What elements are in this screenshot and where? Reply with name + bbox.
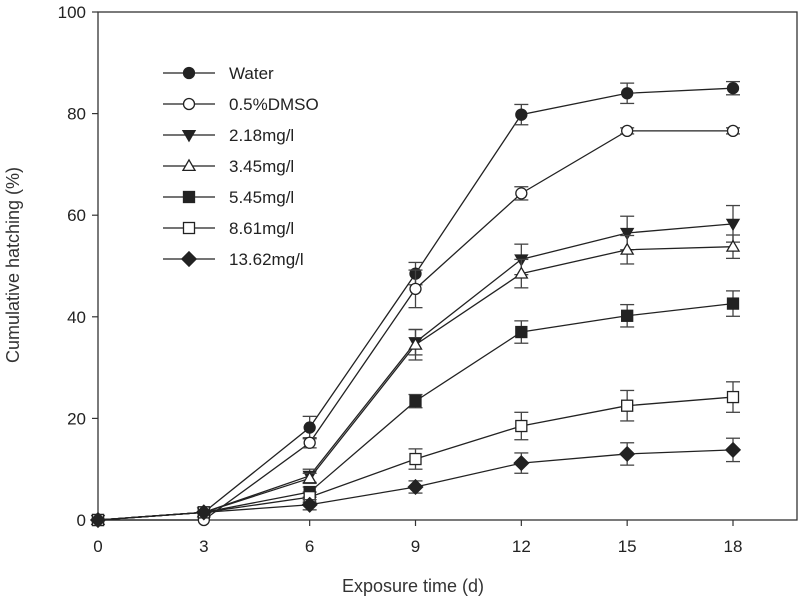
data-point — [409, 282, 422, 296]
data-point — [407, 478, 424, 496]
y-tick-label: 80 — [67, 105, 86, 124]
y-tick-label: 100 — [58, 3, 86, 22]
series-group — [89, 80, 742, 529]
y-axis-title: Cumulative hatching (%) — [3, 167, 23, 363]
legend-marker — [182, 221, 196, 235]
data-point — [726, 82, 740, 95]
data-point — [409, 452, 422, 466]
data-point — [724, 441, 742, 458]
legend-label: 8.61mg/l — [229, 219, 294, 238]
legend-marker — [180, 250, 198, 268]
data-point — [408, 337, 423, 350]
legend-marker — [182, 97, 196, 111]
plot-border — [97, 11, 798, 521]
legend-item: Water — [163, 64, 274, 83]
legend-label: 0.5%DMSO — [229, 95, 319, 114]
data-point — [513, 455, 530, 472]
legend-item: 8.61mg/l — [163, 219, 294, 238]
x-tick-label: 0 — [93, 537, 102, 556]
data-point — [621, 124, 634, 138]
series-6 — [89, 437, 742, 529]
y-tick-label: 0 — [77, 511, 86, 530]
x-tick-label: 12 — [512, 537, 531, 556]
legend-label: 13.62mg/l — [229, 250, 304, 269]
legend-label: Water — [229, 64, 274, 83]
data-point — [619, 445, 636, 463]
data-point — [301, 496, 318, 513]
data-point — [515, 325, 528, 339]
series-1 — [91, 124, 740, 527]
data-point — [621, 87, 634, 100]
data-point — [303, 436, 316, 449]
legend-label: 2.18mg/l — [229, 126, 294, 145]
legend-item: 5.45mg/l — [163, 188, 294, 207]
x-tick-label: 3 — [199, 537, 208, 556]
data-point — [621, 399, 634, 412]
data-point — [303, 421, 316, 434]
y-tick-label: 40 — [67, 308, 86, 327]
x-tick-label: 18 — [724, 537, 743, 556]
legend-item: 3.45mg/l — [163, 157, 294, 176]
data-point — [726, 124, 740, 138]
legend-marker — [181, 158, 197, 172]
x-tick-label: 6 — [305, 537, 314, 556]
data-point — [89, 511, 107, 529]
plot-frame — [97, 11, 798, 521]
data-point — [619, 242, 635, 255]
legend-item: 13.62mg/l — [163, 250, 304, 269]
data-point — [409, 394, 422, 408]
legend-marker — [181, 129, 197, 143]
x-axis: 0 3 6 9 12 15 18 — [93, 520, 742, 556]
x-axis-title: Exposure time (d) — [342, 576, 484, 596]
legend-item: 0.5%DMSO — [163, 95, 319, 114]
legend-marker — [182, 190, 196, 204]
y-axis: 0 20 40 60 80 100 — [58, 3, 98, 530]
y-tick-label: 20 — [67, 409, 86, 428]
data-point — [195, 504, 212, 521]
data-point — [726, 390, 740, 404]
data-point — [302, 470, 317, 484]
data-point — [619, 227, 635, 241]
legend-label: 5.45mg/l — [229, 188, 294, 207]
x-tick-label: 9 — [411, 537, 420, 556]
legend-label: 3.45mg/l — [229, 157, 294, 176]
data-point — [621, 309, 634, 322]
data-point — [726, 297, 740, 310]
legend-item: 2.18mg/l — [163, 126, 294, 145]
x-tick-label: 15 — [618, 537, 637, 556]
data-point — [725, 239, 741, 252]
data-point — [515, 187, 528, 200]
legend-marker — [182, 66, 196, 80]
y-tick-label: 60 — [67, 206, 86, 225]
data-point — [515, 419, 528, 433]
legend: Water 0.5%DMSO 2.18mg/l 3.45mg/l 5.45mg/l 8.6… — [163, 64, 319, 269]
data-point — [514, 266, 529, 279]
data-point — [515, 108, 528, 121]
data-point — [725, 218, 741, 232]
